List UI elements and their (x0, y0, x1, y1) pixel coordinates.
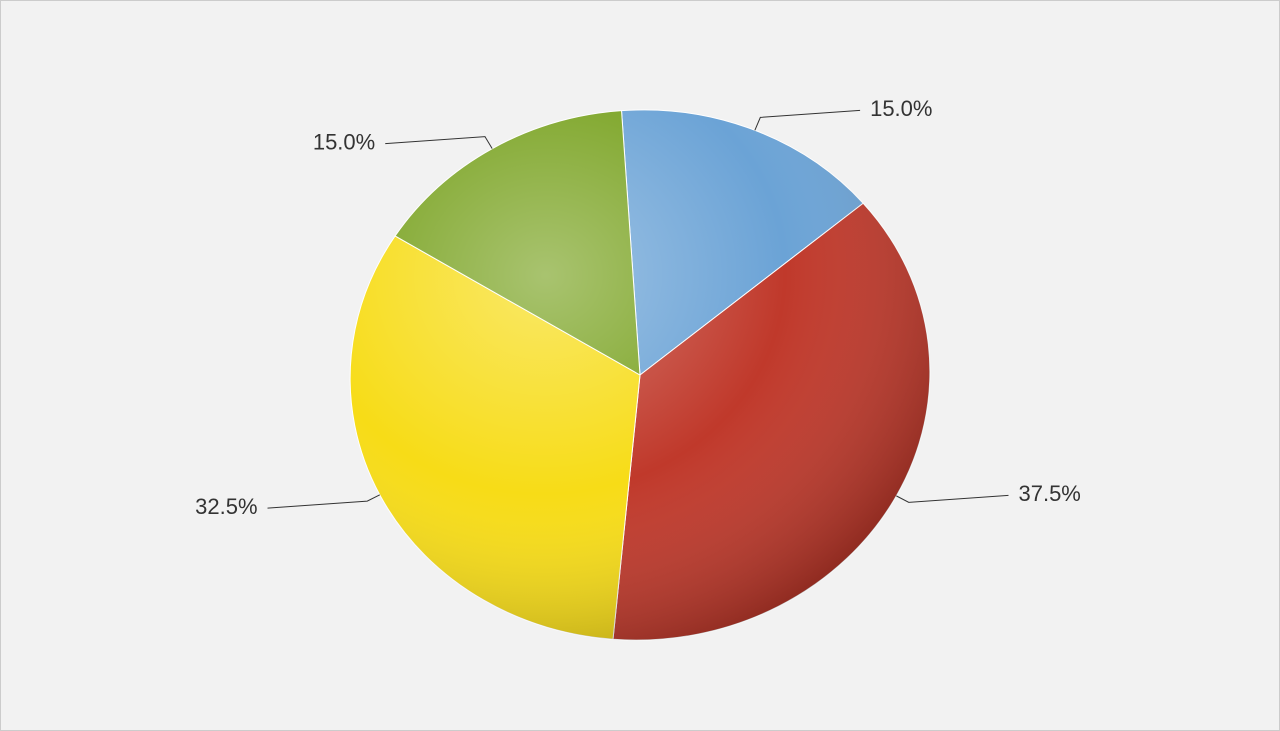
pie-chart: 15.0% 37.5% 32.5% 15.0% (0, 0, 1280, 731)
pie-label-3: 15.0% (313, 129, 375, 154)
pie-label-2: 32.5% (195, 494, 257, 519)
pie-label-0: 15.0% (870, 96, 932, 121)
pie-label-1: 37.5% (1018, 481, 1080, 506)
pie-chart-container: 15.0% 37.5% 32.5% 15.0% (0, 0, 1280, 731)
